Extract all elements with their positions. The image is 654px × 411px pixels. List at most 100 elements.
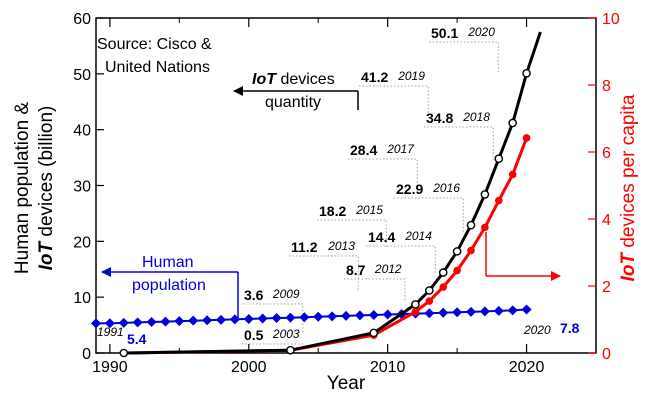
population-line [95, 308, 527, 325]
annotation-year: 2020 [467, 25, 495, 39]
annotation-year: 2017 [386, 142, 415, 156]
y-right-tick-label: 8 [602, 78, 611, 95]
annotation-leader [359, 85, 429, 118]
x-axis-title: Year [327, 373, 366, 394]
population-point [243, 313, 254, 324]
annotation-leader [317, 219, 387, 248]
annotation-year: 2020 [523, 323, 551, 337]
y-right-tick-label: 4 [602, 212, 611, 229]
iot-point [411, 300, 420, 309]
y-left-tick-label: 20 [73, 234, 91, 251]
annotation-value: 7.8 [560, 320, 580, 336]
y-left-tick-label: 30 [73, 179, 91, 196]
population-point [299, 312, 310, 323]
annotation-value: 28.4 [350, 142, 377, 158]
annotation-leader [344, 278, 406, 302]
source-line-1: Source: Cisco & [97, 36, 212, 53]
x-tick-label: 2020 [509, 359, 545, 376]
per-capita-point [439, 283, 448, 291]
annotation-value: 3.6 [244, 287, 264, 303]
annotation-leader [394, 197, 464, 233]
annotation-value: 41.2 [361, 69, 388, 85]
iot-quantity-label-line2: quantity [265, 94, 321, 111]
data-annotations: 50.1 2020 41.2 2019 34.8 2018 28.4 2017 22.9 2016… [97, 25, 580, 347]
annotation-leader [424, 126, 494, 160]
population-point [313, 311, 324, 322]
iot-point [522, 68, 531, 78]
iot-point [508, 118, 517, 128]
annotation-year: 2012 [374, 262, 402, 276]
y-left-tick-label: 0 [82, 346, 91, 363]
population-point [466, 306, 476, 317]
population-point [285, 312, 296, 323]
y-left-tick-label: 10 [73, 290, 91, 307]
population-point [521, 304, 532, 315]
y-right-tick-label: 6 [602, 145, 611, 162]
iot-point [452, 247, 462, 256]
annotation-value: 34.8 [426, 110, 453, 126]
annotation-year: 2016 [432, 181, 460, 195]
annotation-value: 50.1 [431, 25, 458, 41]
population-point [382, 309, 393, 320]
annotation-year: 1991 [97, 325, 124, 339]
per-capita-point [453, 266, 461, 275]
annotation-value: 5.4 [127, 331, 147, 347]
population-point [424, 308, 435, 319]
y-axis-left-title-bold: IoT [36, 240, 57, 270]
annotation-year: 2015 [355, 203, 383, 217]
series [91, 31, 542, 358]
annotation-year: 2003 [272, 327, 300, 341]
x-tick-label: 2010 [370, 359, 406, 376]
annotation-value: 0.5 [244, 327, 264, 343]
population-point [216, 314, 226, 325]
per-capita-point [467, 246, 475, 255]
population-point [132, 317, 143, 328]
per-capita-line [123, 137, 529, 355]
annotation-year: 2019 [397, 69, 425, 83]
annotation-value: 8.7 [346, 262, 366, 278]
y-axis-right-title-bold: IoT [618, 252, 639, 282]
annotation-year: 2018 [462, 110, 490, 124]
per-capita-point [411, 307, 420, 316]
population-point [479, 306, 490, 317]
iot-point [286, 345, 295, 355]
y-left-tick-label: 40 [73, 123, 91, 140]
iot-quantity-label-bold: IoT [252, 71, 277, 88]
population-point [452, 307, 463, 318]
x-tick-label: 2000 [231, 359, 267, 376]
population-point [188, 315, 199, 326]
per-capita-point [508, 170, 517, 179]
axes: 1990 2000 2010 2020 0 10 20 30 40 50 60 0 2 4 6 8 10 [73, 11, 620, 376]
population-point [91, 318, 101, 329]
annotation-year: 2014 [404, 229, 432, 243]
population-point [174, 316, 185, 327]
y-axis-right-title: IoT devices per capita [618, 94, 639, 281]
annotation-leader [366, 245, 436, 274]
y-axis-left-title-line2: IoT devices (billion) [36, 106, 57, 271]
iot-point [438, 268, 448, 277]
annotation-year: 2013 [327, 239, 355, 253]
y-right-tick-label: 0 [602, 346, 611, 363]
population-point [354, 310, 365, 321]
per-capita-point [481, 223, 489, 232]
iot-point [494, 154, 504, 163]
population-point [507, 305, 518, 316]
population-point [202, 315, 213, 326]
population-point [104, 318, 115, 329]
x-tick-label: 1990 [92, 359, 128, 376]
y-left-tick-label: 50 [73, 67, 91, 84]
annotation-value: 14.4 [368, 229, 395, 245]
population-point [271, 313, 282, 324]
population-point [368, 309, 379, 320]
iot-point [119, 348, 129, 358]
population-point [160, 316, 171, 327]
iot-point [369, 328, 379, 338]
per-capita-point [425, 297, 434, 305]
y-axis-right-title-rest: devices per capita [618, 94, 639, 253]
annotation-value: 11.2 [291, 239, 318, 255]
population-point [438, 307, 449, 318]
iot-point [425, 286, 434, 295]
population-point [118, 317, 129, 328]
iot-point [466, 220, 476, 230]
annotation-leader [242, 343, 304, 348]
